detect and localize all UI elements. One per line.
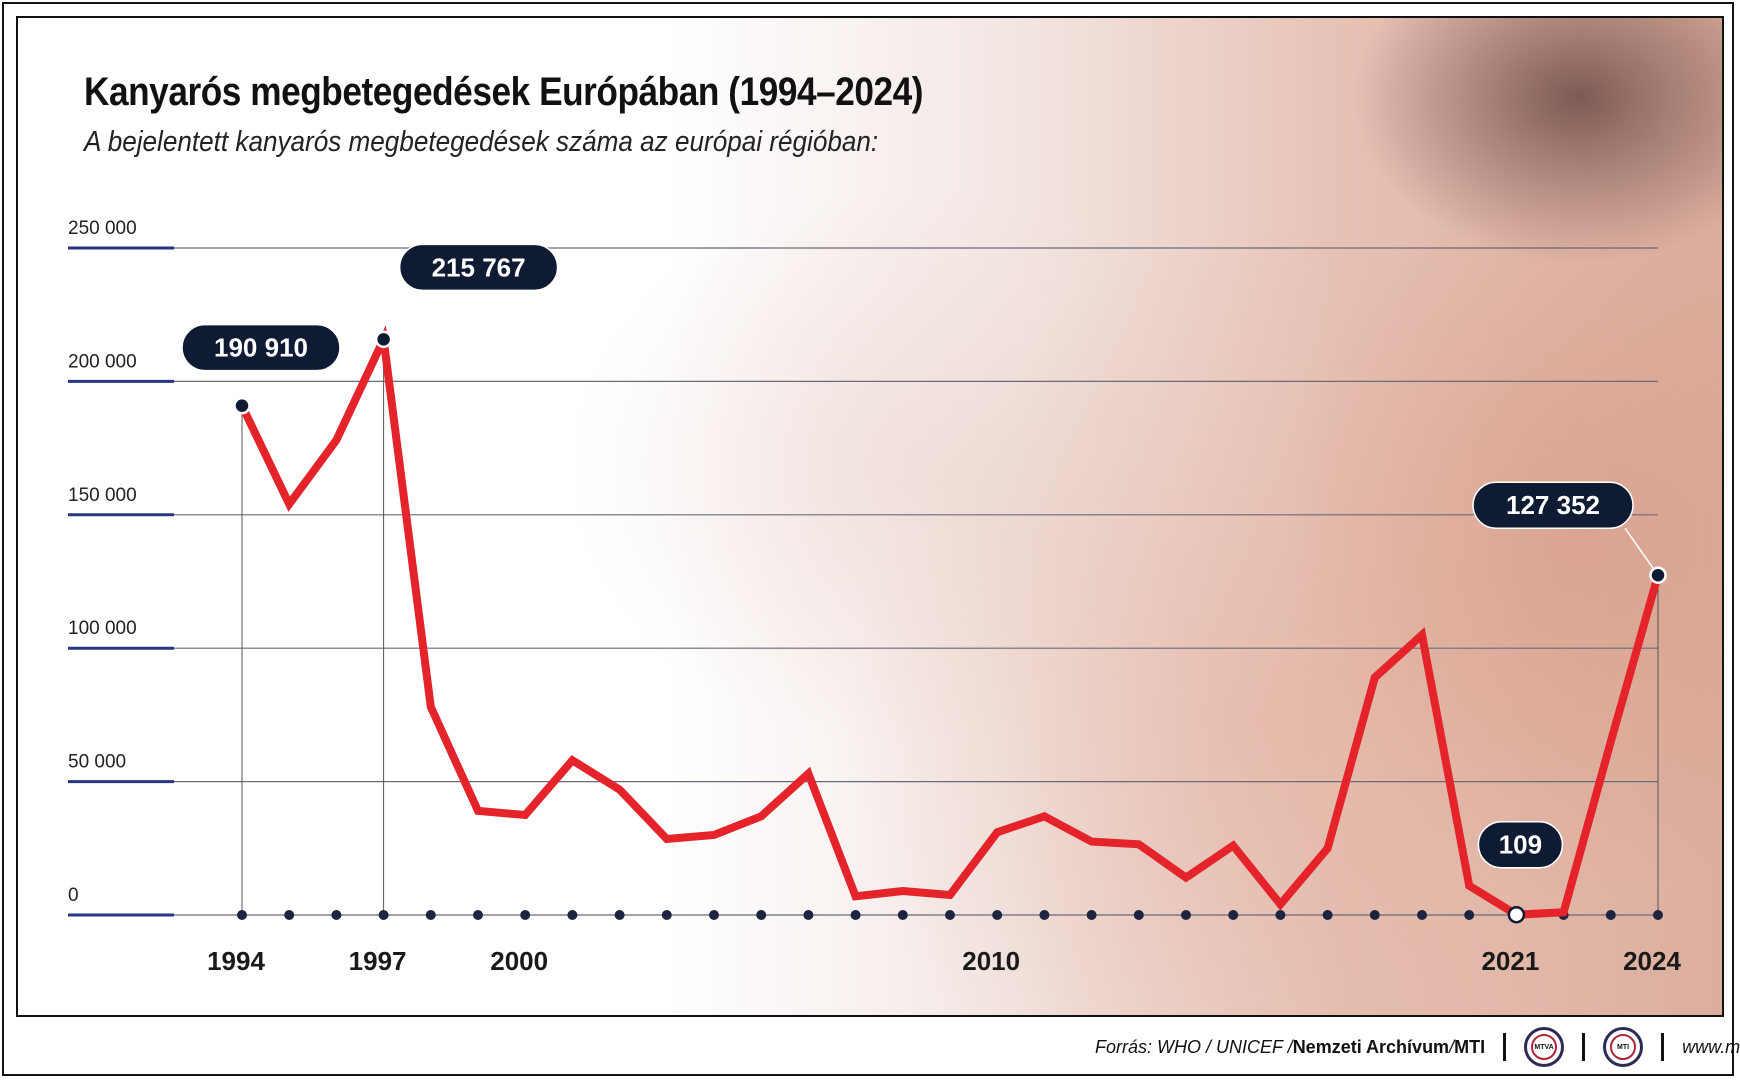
- source-archive: Nemzeti Archívum: [1292, 1036, 1450, 1057]
- x-axis-year-dot: [520, 910, 531, 920]
- x-axis-year-dot: [756, 910, 767, 920]
- x-axis-year-dot: [945, 910, 955, 920]
- footer-divider: [1503, 1033, 1507, 1061]
- x-axis-year-dot: [1086, 910, 1097, 920]
- x-tick-label: 2021: [1481, 946, 1539, 976]
- callout-box: [398, 243, 559, 292]
- x-axis-year-dot: [1653, 910, 1663, 920]
- x-axis-year-dot: [425, 910, 436, 920]
- series-line: [238, 325, 1662, 919]
- x-axis-year-dot: [1275, 910, 1286, 920]
- x-axis-year-dot: [897, 910, 908, 920]
- x-tick-label: 1997: [349, 946, 407, 976]
- x-axis-year-dot: [992, 910, 1003, 920]
- y-tick-label: 250 000: [68, 218, 137, 239]
- x-axis-year-dot: [378, 910, 389, 920]
- callout-label: 215 767: [432, 252, 526, 282]
- footer-divider: [1582, 1033, 1586, 1061]
- callout-box: [1472, 481, 1634, 529]
- x-axis-year-dot: [1464, 910, 1475, 920]
- footer: Forrás: WHO / UNICEF / Nemzeti Archívum …: [1095, 1027, 1740, 1067]
- x-axis-year-dot: [1181, 910, 1191, 920]
- chart-panel: Kanyarós megbetegedések Európában (1994–…: [16, 16, 1724, 1017]
- callout-box: [1477, 820, 1564, 869]
- y-tick-label: 150 000: [68, 485, 137, 506]
- x-axis-year-dot: [331, 910, 342, 920]
- callout-point: [233, 396, 251, 415]
- callout-pointer: [1624, 527, 1659, 576]
- chart-title: Kanyarós megbetegedések Európában (1994–…: [84, 70, 924, 114]
- source-prefix: Forrás: WHO / UNICEF /: [1095, 1036, 1293, 1057]
- source-separator: /: [1449, 1036, 1455, 1057]
- x-axis-year-dot: [284, 910, 295, 920]
- x-axis-year-dot: [850, 910, 861, 920]
- x-axis-year-dot: [1133, 910, 1144, 920]
- callout-point: [1649, 566, 1667, 584]
- callout-label: 109: [1499, 830, 1542, 860]
- x-axis-year-dot: [1039, 910, 1050, 920]
- website-url: www.mti.hu: [1682, 1036, 1740, 1057]
- source-mti: MTI: [1454, 1036, 1486, 1057]
- callout-box: [181, 323, 341, 372]
- y-tick-label: 0: [68, 885, 79, 906]
- x-tick-label: 1994: [207, 946, 265, 976]
- footer-divider: [1661, 1033, 1665, 1061]
- x-axis-year-dot: [1369, 910, 1380, 920]
- callout-label: 127 352: [1506, 490, 1600, 520]
- x-tick-label: 2000: [490, 946, 548, 976]
- y-tick-label: 100 000: [68, 618, 137, 639]
- mtva-logo-icon: MTVA: [1524, 1027, 1565, 1067]
- x-axis-year-dot: [237, 910, 247, 920]
- x-axis-year-dot: [1417, 910, 1427, 920]
- y-tick-label: 200 000: [68, 351, 137, 372]
- x-axis-year-dot: [1322, 910, 1333, 920]
- x-axis-year-dot: [567, 910, 578, 920]
- x-axis-year-dot: [803, 910, 814, 920]
- chart-subtitle: A bejelentett kanyarós megbetegedések sz…: [84, 126, 879, 158]
- x-axis-year-dot: [709, 910, 719, 920]
- callout-point: [1507, 905, 1526, 924]
- x-tick-label: 2010: [962, 946, 1020, 976]
- x-axis-year-dot: [473, 910, 483, 920]
- x-tick-label: 2024: [1623, 946, 1681, 976]
- y-tick-label: 50 000: [68, 752, 126, 773]
- callout-point: [374, 330, 393, 349]
- x-axis-year-dot: [1605, 910, 1616, 920]
- callout-label: 190 910: [214, 333, 308, 363]
- callout-pointer: [382, 289, 415, 340]
- x-axis-year-dot: [661, 910, 672, 920]
- mti-logo-icon: MTI: [1603, 1027, 1644, 1067]
- x-axis-year-dot: [1228, 910, 1239, 920]
- x-axis-year-dot: [614, 910, 625, 920]
